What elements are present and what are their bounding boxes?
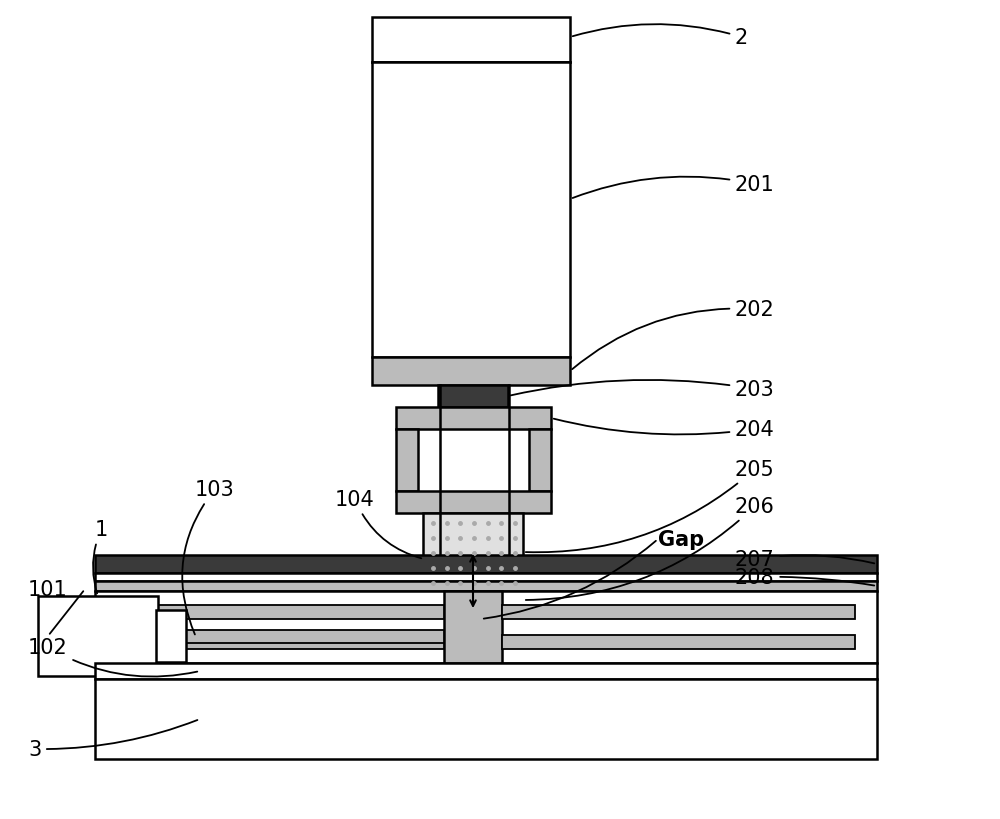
Bar — [372, 63, 570, 358]
Bar — [158, 631, 444, 643]
Text: 3: 3 — [28, 720, 197, 759]
Bar — [95, 581, 877, 591]
Bar — [95, 573, 877, 581]
Text: 101: 101 — [28, 579, 68, 600]
Bar — [95, 663, 877, 679]
Text: 208: 208 — [735, 568, 874, 587]
Bar — [423, 514, 523, 591]
Text: 201: 201 — [573, 174, 775, 199]
Text: 203: 203 — [511, 379, 775, 400]
Text: 204: 204 — [554, 419, 775, 440]
Text: 206: 206 — [526, 496, 775, 600]
Bar — [38, 596, 158, 676]
Bar — [425, 591, 521, 609]
Text: 207: 207 — [735, 550, 874, 569]
Bar — [95, 591, 877, 663]
Bar — [372, 18, 570, 63]
Bar — [396, 491, 551, 514]
Text: 104: 104 — [335, 490, 421, 559]
Bar — [117, 605, 444, 619]
Text: 2: 2 — [573, 25, 748, 48]
Bar — [396, 408, 551, 429]
Bar — [95, 555, 877, 573]
Bar — [502, 605, 855, 619]
Bar — [156, 610, 186, 663]
Bar — [529, 429, 551, 491]
Text: 102: 102 — [28, 637, 197, 676]
Text: 1: 1 — [93, 519, 108, 594]
Bar — [438, 386, 508, 408]
Bar — [444, 591, 502, 663]
Text: Gap: Gap — [658, 529, 704, 550]
Text: 103: 103 — [182, 479, 235, 635]
Text: 202: 202 — [572, 300, 775, 369]
Text: 205: 205 — [526, 459, 775, 553]
Bar — [95, 679, 877, 759]
Bar — [372, 358, 570, 386]
Bar — [502, 636, 855, 649]
Bar — [396, 429, 418, 491]
Bar — [117, 636, 444, 649]
